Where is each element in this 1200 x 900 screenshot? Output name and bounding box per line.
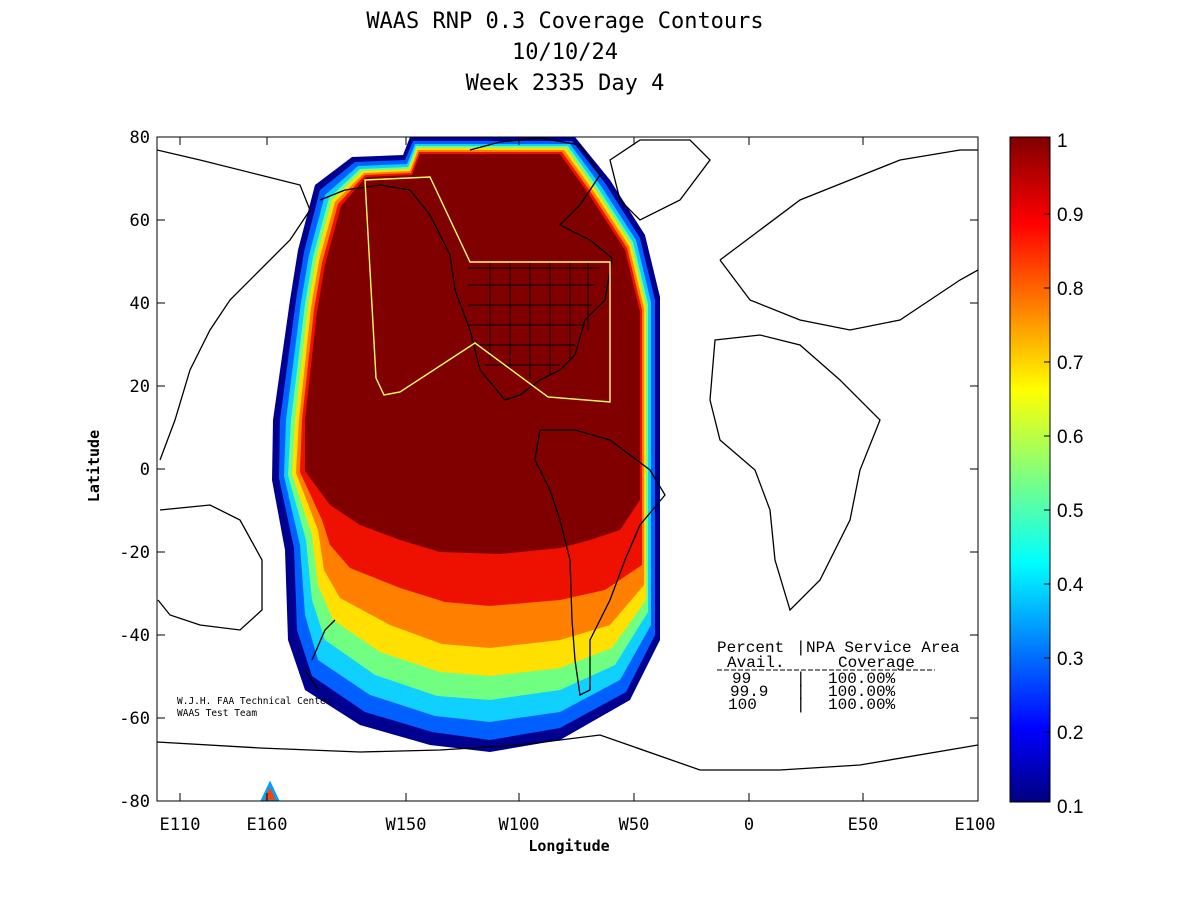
y-tick-0: 0 bbox=[140, 460, 150, 480]
colorbar-tick-1: 1 bbox=[1057, 131, 1068, 152]
stats-header-sep: | bbox=[796, 639, 806, 657]
y-tick-80: 80 bbox=[130, 128, 150, 148]
us-state-borders bbox=[468, 262, 600, 380]
x-axis-label: Longitude bbox=[528, 837, 609, 855]
stats-sub-avail: Avail. bbox=[727, 654, 785, 672]
stats-header-percent: Percent bbox=[717, 639, 784, 657]
coverage-spot-antarctic bbox=[260, 780, 280, 801]
y-axis bbox=[157, 136, 978, 802]
title-line-2: 10/10/24 bbox=[512, 40, 618, 65]
colorbar-tick-0.8: 0.8 bbox=[1057, 279, 1083, 300]
credit-line-1: W.J.H. FAA Technical Center bbox=[177, 696, 332, 707]
y-tick-minus20: -20 bbox=[119, 543, 150, 563]
y-tick-minus60: -60 bbox=[119, 709, 150, 729]
coastlines bbox=[157, 137, 978, 771]
service-area-outline bbox=[364, 176, 611, 403]
x-tick-e50: E50 bbox=[848, 815, 879, 835]
stats-row1-avail: 99 bbox=[732, 670, 751, 688]
chart-title: WAAS RNP 0.3 Coverage Contours 10/10/24 … bbox=[0, 6, 1130, 99]
x-tick-w50: W50 bbox=[619, 815, 650, 835]
y-axis-label: Latitude bbox=[85, 430, 103, 502]
y-tick-60: 60 bbox=[130, 211, 150, 231]
colorbar-tick-0.1: 0.1 bbox=[1057, 797, 1083, 818]
x-tick-w100: W100 bbox=[499, 815, 540, 835]
y-tick-40: 40 bbox=[130, 294, 150, 314]
stats-header-npa: NPA Service Area bbox=[806, 639, 960, 657]
title-line-3: Week 2335 Day 4 bbox=[465, 71, 665, 96]
availability-stats-table: Percent | NPA Service Area Avail. Covera… bbox=[717, 639, 960, 714]
stats-row2-sep: | bbox=[796, 683, 806, 701]
y-tick-minus80: -80 bbox=[119, 792, 150, 812]
y-tick-minus40: -40 bbox=[119, 626, 150, 646]
x-tick-e160: E160 bbox=[247, 815, 288, 835]
colorbar-tick-0.7: 0.7 bbox=[1057, 353, 1083, 374]
colorbar-tick-0.4: 0.4 bbox=[1057, 575, 1084, 596]
stats-row2-coverage: 100.00% bbox=[828, 683, 896, 701]
credit-line-2: WAAS Test Team bbox=[177, 708, 257, 719]
title-line-1: WAAS RNP 0.3 Coverage Contours bbox=[366, 9, 764, 34]
stats-row3-sep: | bbox=[796, 696, 806, 714]
stats-row3-avail: 100 bbox=[728, 696, 757, 714]
colorbar-tick-0.6: 0.6 bbox=[1057, 427, 1083, 448]
colorbar-tick-0.3: 0.3 bbox=[1057, 649, 1083, 670]
colorbar-ticks bbox=[1044, 213, 1050, 733]
coverage-contours bbox=[260, 137, 660, 801]
x-tick-w150: W150 bbox=[386, 815, 427, 835]
x-tick-e100: E100 bbox=[955, 815, 996, 835]
colorbar-tick-0.5: 0.5 bbox=[1057, 501, 1083, 522]
stats-sub-coverage: Coverage bbox=[838, 654, 915, 672]
x-tick-e110: E110 bbox=[160, 815, 201, 835]
stats-row1-coverage: 100.00% bbox=[828, 670, 896, 688]
colorbar-tick-0.9: 0.9 bbox=[1057, 205, 1083, 226]
x-axis bbox=[179, 137, 864, 801]
colorbar bbox=[1009, 136, 1051, 803]
stats-row3-coverage: 100.00% bbox=[828, 696, 896, 714]
coverage-band-1.0 bbox=[305, 154, 640, 554]
y-tick-20: 20 bbox=[130, 377, 150, 397]
stats-row1-sep: | bbox=[796, 670, 806, 688]
colorbar-tick-0.2: 0.2 bbox=[1057, 723, 1083, 744]
x-tick-0: 0 bbox=[744, 815, 754, 835]
stats-row2-avail: 99.9 bbox=[730, 683, 768, 701]
